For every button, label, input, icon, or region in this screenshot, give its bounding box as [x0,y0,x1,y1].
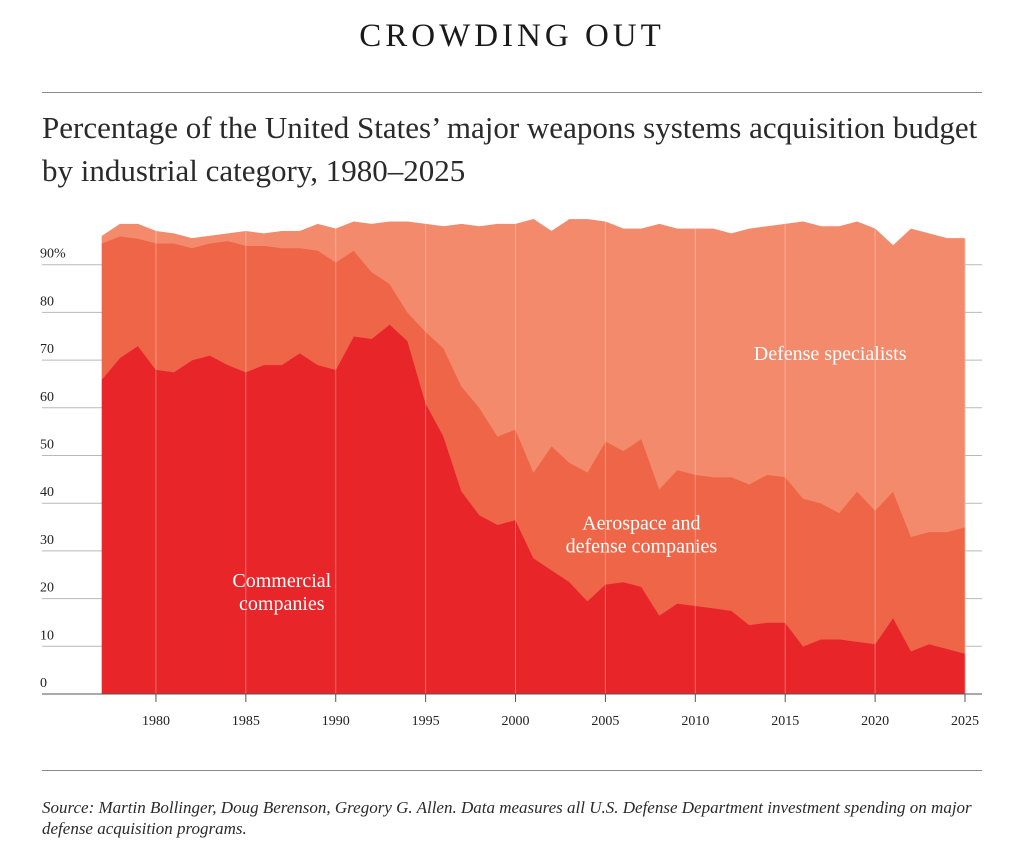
area-defense-specialists [101,219,966,537]
x-tick-label: 2025 [951,714,979,729]
x-tick-label: 2020 [861,714,889,729]
stacked-area-chart: 0 10 20 30 40 50 60 70 80 90% 1980 1985 1990 1995 2000… [40,217,982,729]
y-tick-label: 70 [40,342,54,357]
y-tick-label: 40 [40,485,54,500]
source-note: Source: Martin Bollinger, Doug Berenson,… [42,798,972,838]
axes: 0 10 20 30 40 50 60 70 80 90% 1980 1985 1990 1995 2000… [40,247,982,729]
x-tick-label: 1980 [142,714,170,729]
y-tick-label: 50 [40,438,54,453]
x-tick-label: 2005 [591,714,619,729]
series-label: Defense specialists [754,343,907,365]
series-label: Commercial [232,570,331,592]
top-divider [42,92,982,93]
vertical-gridlines [155,217,966,700]
y-tick-label: 0 [40,676,47,691]
series-label: companies [239,593,325,615]
area-series [101,219,966,695]
x-tick-label: 1985 [232,714,260,729]
y-tick-label: 20 [40,581,54,596]
y-tick-label: 10 [40,628,54,643]
x-tick-label: 1990 [322,714,350,729]
chart-headline: CROWDING OUT [359,18,665,54]
x-tick-label: 1995 [412,714,440,729]
series-label: Aerospace and [582,513,700,535]
x-tick-label: 2000 [502,714,530,729]
chart-subtitle: Percentage of the United States’ major w… [42,110,978,188]
y-tick-label: 90% [40,247,66,262]
bottom-divider [42,770,982,771]
y-tick-label: 60 [40,390,54,405]
x-tick-label: 2010 [681,714,709,729]
y-tick-label: 30 [40,533,54,548]
series-label: defense companies [566,536,718,558]
x-tick-label: 2015 [771,714,799,729]
y-tick-label: 80 [40,294,54,309]
